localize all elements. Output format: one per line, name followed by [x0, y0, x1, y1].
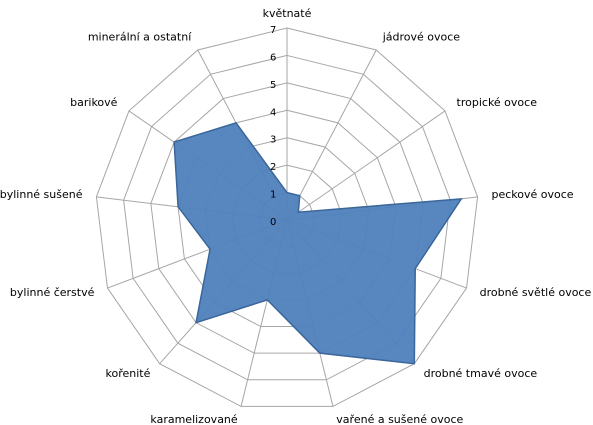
tick-label: 4 [270, 107, 276, 118]
category-label: barikové [70, 96, 118, 109]
tick-label: 7 [270, 25, 276, 36]
grid-ring [95, 27, 479, 407]
spoke [286, 110, 446, 221]
category-label: kořenité [106, 367, 151, 380]
category-label: bylinné čerstvé [10, 286, 95, 299]
category-label: minerální a ostatní [88, 31, 192, 44]
spoke [286, 49, 377, 221]
tick-label: 6 [270, 52, 276, 63]
category-label: květnaté [263, 7, 312, 20]
tick-label: 5 [270, 80, 276, 91]
grid-ring [150, 82, 424, 354]
radar-area [173, 121, 463, 365]
grid-ring [123, 54, 451, 381]
category-label: vařené a sušené ovoce [336, 413, 463, 425]
tick-label: 0 [270, 217, 276, 228]
tick-label: 2 [270, 162, 276, 173]
tick-label: 1 [270, 190, 276, 201]
category-label: jádrové ovoce [382, 31, 461, 44]
category-label: bylinné sušené [0, 188, 83, 201]
category-label: drobné světlé ovoce [480, 286, 592, 299]
category-label: drobné tmavé ovoce [424, 367, 538, 380]
category-label: tropické ovoce [457, 96, 538, 109]
category-label: karamelizované [150, 413, 238, 425]
tick-label: 3 [270, 135, 276, 146]
category-label: peckové ovoce [491, 188, 573, 201]
